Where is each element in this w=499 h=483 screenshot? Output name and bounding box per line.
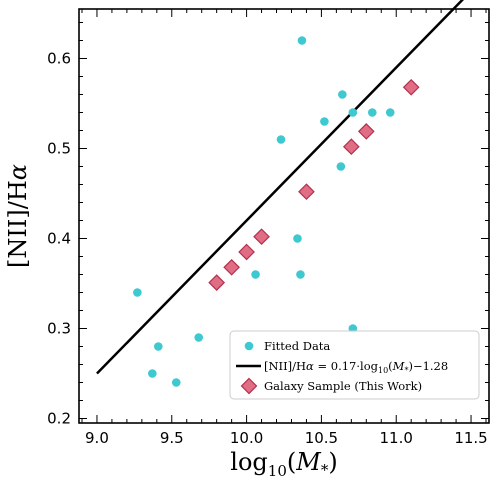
fitted-data-point [338, 90, 347, 99]
x-tick-label: 11.5 [454, 429, 487, 447]
legend-label-fit: [NII]/Hα = 0.17·log10(M*)−1.28 [264, 359, 448, 375]
galaxy-sample-point [223, 258, 240, 276]
fit-line [96, 0, 464, 375]
x-tick-label: 9.0 [85, 429, 109, 447]
fitted-data-point [385, 108, 395, 117]
legend-marker-sample [240, 377, 258, 395]
x-axis-title: log10(M*) [230, 448, 337, 480]
fitted-data-point [348, 108, 358, 117]
legend-marker-fitted [244, 341, 254, 351]
y-axis-title: [NII]/Hα [4, 164, 32, 268]
legend-box [229, 330, 480, 400]
galaxy-sample-point [298, 183, 315, 201]
fitted-data-point [194, 333, 204, 342]
y-tick-label: 0.5 [47, 140, 71, 158]
fitted-data-point [133, 288, 142, 297]
galaxy-sample-point [357, 123, 375, 140]
fitted-data-point [171, 378, 181, 387]
galaxy-sample-point [342, 138, 360, 156]
fitted-data-point [148, 369, 157, 378]
fitted-data-point [367, 108, 377, 117]
plot-area [96, 0, 464, 387]
legend-label-sample: Galaxy Sample (This Work) [264, 379, 422, 393]
x-tick-label: 9.5 [160, 429, 184, 447]
fitted-data-point [251, 270, 260, 279]
x-tick-label: 10.0 [230, 429, 263, 447]
y-tick-label: 0.3 [47, 320, 71, 338]
fitted-data-point [154, 342, 163, 351]
y-tick-label: 0.6 [47, 50, 71, 68]
fitted-data-point [336, 162, 346, 171]
galaxy-sample-point [402, 78, 420, 96]
x-tick-label: 11.0 [380, 429, 413, 447]
y-tick-label: 0.4 [47, 230, 71, 248]
x-tick-label: 10.5 [305, 429, 338, 447]
galaxy-sample-point [208, 274, 226, 291]
legend-label-fitted: Fitted Data [264, 339, 330, 353]
fitted-data-point [276, 135, 286, 144]
fitted-data-point [320, 117, 329, 126]
y-tick-label: 0.2 [47, 410, 71, 428]
galaxy-sample-point [238, 243, 255, 261]
axes-frame [78, 8, 490, 424]
fitted-data-point [296, 270, 305, 279]
axes: 9.0 9.5 10.0 10.5 11.0 11.5 0.2 0.3 0.4 0.5 0.6 log… [4, 8, 490, 480]
fitted-data-point [293, 234, 302, 243]
galaxy-sample-point [253, 228, 270, 246]
legend: Fitted Data [NII]/Hα = 0.17·log10(M*)−1.2… [229, 330, 480, 400]
fitted-data-point [297, 36, 307, 45]
